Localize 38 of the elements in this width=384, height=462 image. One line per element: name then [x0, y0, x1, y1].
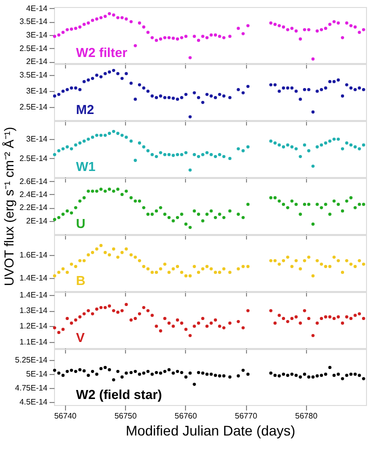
y-tick-label: 4.75E-14 — [15, 384, 48, 393]
x-tick-label: 56740 — [54, 412, 78, 420]
y-tick-label: 3.5E-14 — [19, 70, 48, 80]
x-tick-label: 56770 — [234, 412, 258, 420]
y-axis-title: UVOT flux (erg s⁻¹ cm⁻² Å⁻¹) — [1, 126, 16, 286]
y-tick-label: 5.25E-14 — [15, 356, 48, 365]
series-label: W1 — [76, 159, 96, 174]
y-tick-label: 1.3E-14 — [19, 306, 48, 316]
x-axis-title: Modified Julian Date (days) — [126, 422, 296, 438]
y-tick-label: 2.5E-14 — [19, 44, 48, 53]
y-tick-label: 2.4E-14 — [19, 190, 48, 199]
y-tick-label: 3E-14 — [26, 30, 48, 40]
y-tick-label: 2.2E-14 — [19, 203, 48, 212]
series-label: V — [76, 330, 85, 345]
y-tick-label: 3E-14 — [26, 86, 48, 96]
series-label: W2 filter — [76, 45, 128, 60]
y-tick-label: 1.2E-14 — [19, 322, 48, 331]
y-tick-label: 2E-14 — [26, 216, 48, 226]
y-tick-label: 1.6E-14 — [19, 250, 48, 260]
series-label: W2 (field star) — [76, 387, 162, 402]
x-tick-label: 56750 — [114, 412, 138, 420]
x-tick-label: 56780 — [295, 412, 318, 420]
y-tick-label: 1.4E-14 — [19, 290, 48, 300]
series-label: B — [76, 273, 86, 288]
y-tick-label: 1.1E-14 — [19, 337, 48, 346]
y-tick-label: 3E-14 — [26, 134, 48, 144]
y-tick-label: 4.5E-14 — [19, 398, 48, 407]
x-tick-label: 56760 — [174, 412, 198, 420]
y-tick-label: 3.5E-14 — [19, 17, 48, 26]
y-tick-label: 1.4E-14 — [19, 274, 48, 283]
series-label: M2 — [76, 102, 94, 117]
y-tick-label: 2.5E-14 — [19, 102, 48, 112]
y-tick-label: 2E-14 — [26, 57, 48, 66]
y-tick-label: 2.5E-14 — [19, 154, 48, 163]
y-tick-label: 2.6E-14 — [19, 176, 48, 186]
y-tick-label: 4E-14 — [26, 4, 48, 13]
series-label: U — [76, 216, 86, 231]
y-tick-label: 5E-14 — [26, 370, 48, 379]
